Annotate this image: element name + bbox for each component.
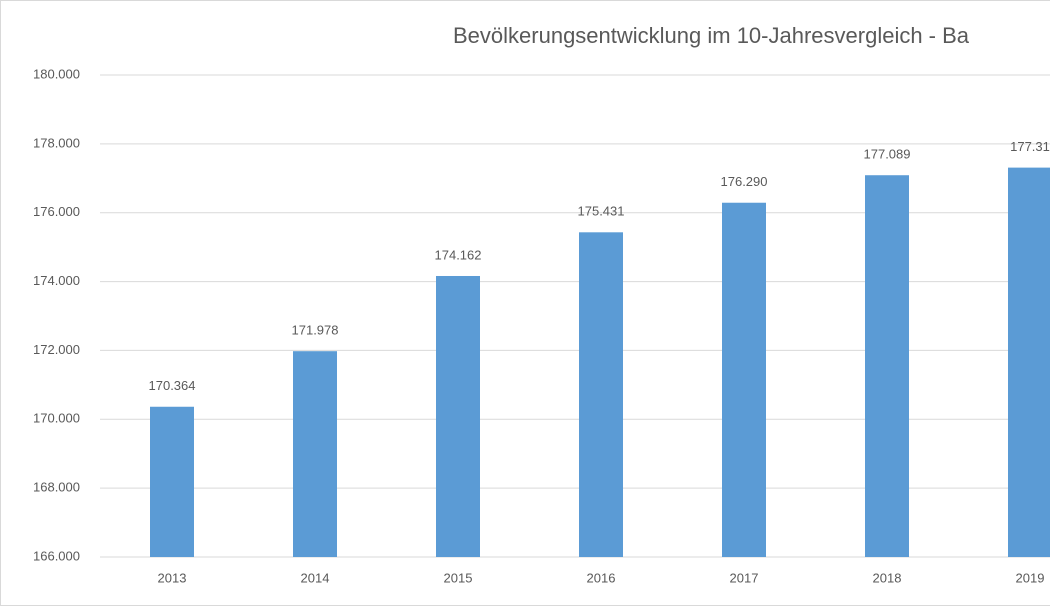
y-tick-label: 172.000: [33, 342, 80, 357]
bar: [150, 406, 194, 557]
x-tick-label: 2016: [587, 570, 616, 585]
data-label: 177.31: [1010, 139, 1050, 154]
bar: [722, 202, 766, 558]
y-tick-label: 168.000: [33, 480, 80, 495]
bar: [293, 351, 337, 557]
y-tick-label: 176.000: [33, 204, 80, 219]
data-label: 174.162: [435, 247, 482, 262]
bar: [436, 275, 480, 557]
x-tick-label: 2019: [1016, 570, 1045, 585]
y-tick-label: 174.000: [33, 273, 80, 288]
data-label: 175.431: [578, 204, 625, 219]
chart-title: Bevölkerungsentwicklung im 10-Jahresverg…: [453, 23, 970, 48]
bar: [1008, 167, 1050, 557]
y-tick-label: 178.000: [33, 135, 80, 150]
y-tick-label: 170.000: [33, 411, 80, 426]
y-tick-label: 180.000: [33, 66, 80, 81]
x-tick-label: 2017: [730, 570, 759, 585]
data-label: 170.364: [149, 378, 196, 393]
x-tick-label: 2018: [873, 570, 902, 585]
data-label: 176.290: [721, 174, 768, 189]
data-label: 177.089: [864, 147, 911, 162]
x-tick-label: 2013: [158, 570, 187, 585]
data-label: 171.978: [292, 323, 339, 338]
x-tick-label: 2015: [444, 570, 473, 585]
y-tick-label: 166.000: [33, 548, 80, 563]
bar: [579, 232, 623, 557]
bar: [865, 175, 909, 558]
x-tick-label: 2014: [301, 570, 330, 585]
